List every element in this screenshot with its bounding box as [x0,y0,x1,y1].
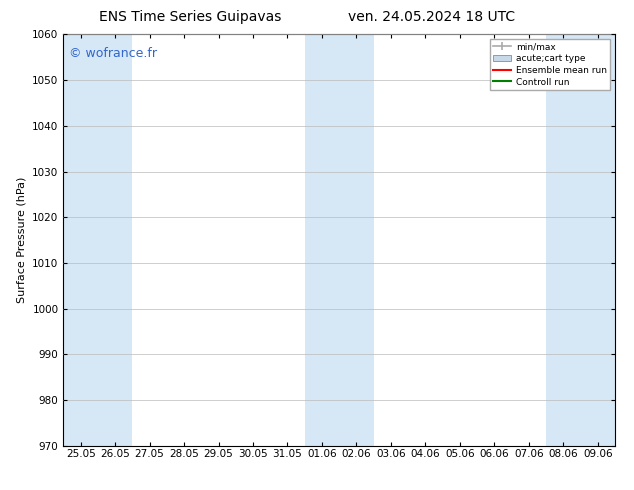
Text: ENS Time Series Guipavas: ENS Time Series Guipavas [99,10,281,24]
Bar [581,34,615,446]
Legend: min/max, acute;cart type, Ensemble mean run, Controll run: min/max, acute;cart type, Ensemble mean … [489,39,611,90]
Bar [63,34,98,446]
Bar [339,34,373,446]
Bar [305,34,339,446]
Bar [98,34,133,446]
Text: © wofrance.fr: © wofrance.fr [69,47,157,60]
Text: ven. 24.05.2024 18 UTC: ven. 24.05.2024 18 UTC [347,10,515,24]
Y-axis label: Surface Pressure (hPa): Surface Pressure (hPa) [16,177,27,303]
Bar [546,34,581,446]
